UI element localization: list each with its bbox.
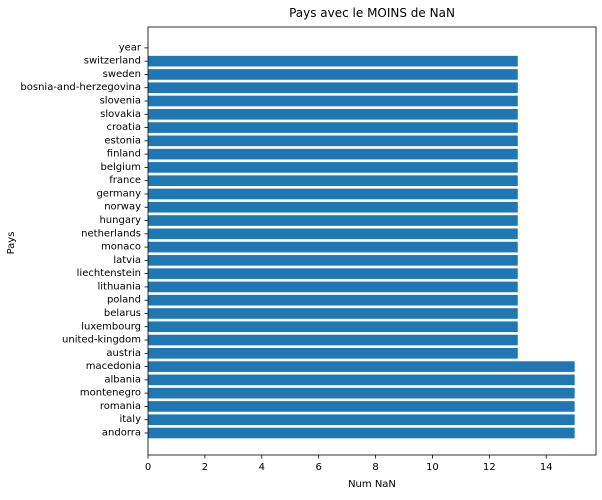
x-tick-label: 10 [426,462,439,473]
bar-finland [148,148,518,160]
y-tick-label: belarus [104,308,141,319]
x-tick-label: 14 [540,462,553,473]
y-tick-label: luxembourg [81,321,141,332]
bar-poland [148,294,518,306]
y-tick-label: finland [107,149,141,160]
bar-croatia [148,122,518,133]
y-tick-label: united-kingdom [62,335,141,346]
y-tick-label: switzerland [84,56,141,67]
bar-switzerland [148,55,518,67]
bar-monaco [148,241,518,253]
bar-austria [148,348,518,359]
x-tick-label: 4 [259,462,265,473]
y-tick-label: romania [100,401,141,412]
x-tick-label: 6 [315,462,321,473]
x-tick-label: 8 [372,462,378,473]
y-tick-label: year [119,42,142,53]
bars-group [148,55,575,439]
y-tick-label: slovenia [100,96,141,107]
bar-united-kingdom [148,334,518,346]
y-tick-label: liechtenstein [77,268,141,279]
y-tick-labels: andorra italy romania montenegro albania mace… [20,42,148,439]
bar-france [148,175,518,186]
bar-romania [148,401,575,412]
x-tick-labels: 0 2 4 6 8 10 12 14 [145,455,553,473]
bar-norway [148,201,518,213]
bar-germany [148,188,518,200]
y-tick-label: lithuania [97,281,141,292]
bar-andorra [148,427,575,439]
y-tick-label: belgium [101,162,141,173]
y-tick-label: italy [119,414,141,425]
bar-sweden [148,69,518,80]
y-tick-label: monaco [101,242,141,253]
bar-macedonia [148,361,575,372]
bar-estonia [148,135,518,147]
bar-bosnia-and-herzegovina [148,82,518,94]
y-tick-label: montenegro [80,388,141,399]
x-tick-label: 12 [483,462,496,473]
bar-montenegro [148,387,575,399]
bar-netherlands [148,228,518,240]
chart-title: Pays avec le MOINS de NaN [289,6,455,20]
y-tick-label: latvia [113,255,141,266]
bar-belarus [148,308,518,319]
bar-belgium [148,162,518,173]
y-tick-label: austria [106,348,141,359]
bar-lithuania [148,281,518,293]
y-tick-label: france [109,175,141,186]
bar-albania [148,374,575,386]
y-tick-label: slovakia [100,109,141,120]
bar-italy [148,414,575,426]
bar-latvia [148,255,518,266]
y-tick-label: netherlands [81,228,141,239]
y-tick-label: norway [104,202,141,213]
y-tick-label: sweden [103,69,141,80]
x-axis-label: Num NaN [348,479,396,490]
y-axis-label: Pays [6,232,17,255]
y-tick-label: estonia [104,135,141,146]
bar-hungary [148,215,518,226]
x-tick-label: 0 [145,462,151,473]
plot-frame [147,26,597,456]
x-tick-label: 2 [202,462,208,473]
y-tick-label: bosnia-and-herzegovina [20,82,141,93]
y-tick-label: andorra [102,428,141,439]
y-tick-label: germany [96,188,141,199]
bar-slovenia [148,95,518,107]
y-tick-label: hungary [99,215,141,226]
bar-luxembourg [148,321,518,333]
y-tick-label: macedonia [86,361,141,372]
y-tick-label: croatia [107,122,141,133]
bar-slovakia [148,108,518,120]
y-tick-label: albania [104,374,141,385]
y-tick-label: poland [107,295,141,306]
bar-liechtenstein [148,268,518,279]
